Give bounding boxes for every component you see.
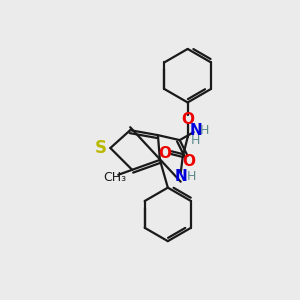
Text: H: H	[187, 170, 196, 183]
Text: O: O	[182, 154, 195, 169]
Text: H: H	[191, 134, 200, 147]
Text: S: S	[94, 139, 106, 157]
Text: O: O	[158, 146, 171, 161]
Text: H: H	[200, 124, 209, 137]
Text: O: O	[181, 112, 194, 127]
Text: N: N	[174, 169, 187, 184]
Text: CH₃: CH₃	[103, 171, 126, 184]
Text: N: N	[189, 123, 202, 138]
